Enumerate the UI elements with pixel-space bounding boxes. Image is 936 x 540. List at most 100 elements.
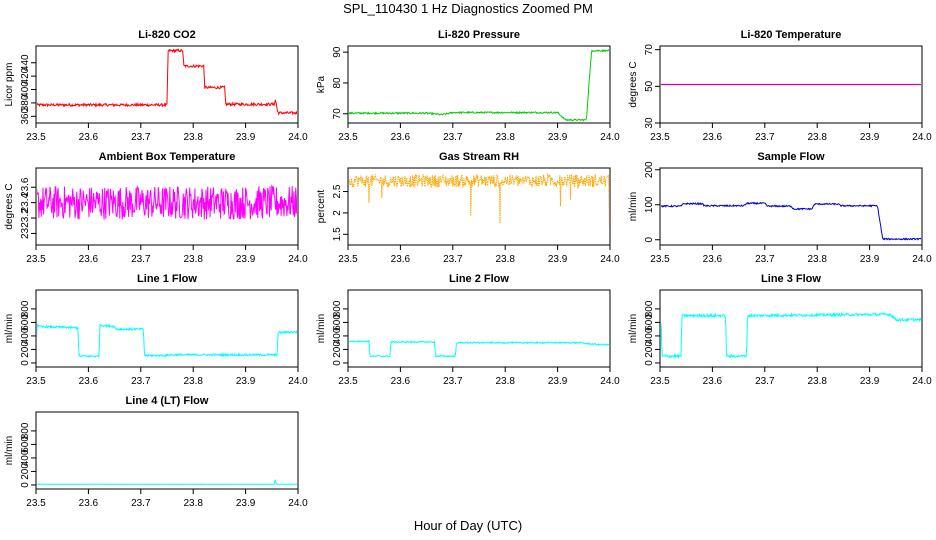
y-tick-label: 23.2 (20, 208, 31, 228)
series-line (37, 184, 297, 220)
y-tick-label: 100 (644, 196, 655, 213)
y-tick-label: 400 (20, 449, 31, 466)
y-axis-label: ml/min (4, 436, 15, 465)
x-tick-label: 23.5 (650, 254, 670, 265)
x-tick-label: 23.9 (236, 132, 256, 143)
x-tick-label: 23.5 (650, 132, 670, 143)
x-tick-label: 23.7 (755, 254, 775, 265)
x-tick-label: 23.8 (183, 498, 203, 509)
y-tick-label: 0 (644, 360, 655, 366)
y-tick-label: 0 (332, 360, 343, 366)
x-tick-label: 23.8 (807, 254, 827, 265)
x-tick-label: 24.0 (912, 376, 932, 387)
y-tick-label: 800 (332, 300, 343, 317)
panel-line2: Line 2 Flow 23.5 23.6 23.7 23.8 23.9 24.0 0 2004… (316, 273, 620, 387)
x-tick-label: 23.5 (26, 254, 46, 265)
y-tick-label: 1.5 (332, 227, 343, 241)
panel-line4: Line 4 (LT) Flow 23.5 23.6 23.7 23.8 23.9 24.0… (4, 395, 308, 509)
y-tick-label: 200 (644, 161, 655, 178)
panel-title: Line 2 Flow (449, 273, 509, 285)
x-tick-label: 23.7 (443, 132, 463, 143)
y-tick-label: 0 (20, 482, 31, 488)
y-axis-label: degrees C (628, 61, 639, 107)
panel-co2: Li-820 CO2 23.5 23.6 23.7 23.8 23.9 24.0 360380… (4, 29, 308, 143)
x-tick-label: 23.5 (338, 132, 358, 143)
y-axis-label: ml/min (316, 314, 327, 343)
y-tick-label: 800 (644, 300, 655, 317)
y-axis-label: ml/min (628, 192, 639, 221)
y-axis-label: ml/min (628, 314, 639, 343)
x-tick-label: 23.7 (131, 132, 151, 143)
x-tick-label: 23.5 (26, 498, 46, 509)
panel-title: Li-820 CO2 (138, 29, 195, 41)
x-tick-label: 23.8 (183, 254, 203, 265)
x-tick-label: 23.6 (703, 376, 723, 387)
x-tick-label: 23.9 (548, 132, 568, 143)
x-tick-label: 23.5 (26, 132, 46, 143)
x-tick-label: 23.5 (26, 376, 46, 387)
y-tick-label: 90 (332, 46, 343, 58)
x-tick-label: 23.6 (79, 132, 99, 143)
x-tick-label: 23.6 (703, 254, 723, 265)
x-tick-label: 23.9 (860, 254, 880, 265)
x-tick-label: 23.7 (755, 376, 775, 387)
x-tick-label: 23.6 (391, 376, 411, 387)
y-tick-label: 30 (644, 117, 655, 129)
panel-title: Line 3 Flow (761, 273, 821, 285)
series-line (349, 339, 609, 358)
x-tick-label: 23.7 (443, 376, 463, 387)
x-tick-label: 23.9 (548, 254, 568, 265)
y-tick-label: 200 (20, 341, 31, 358)
x-axis-common-label: Hour of Day (UTC) (413, 518, 523, 533)
y-tick-label: 600 (20, 314, 31, 331)
y-tick-label: 600 (644, 314, 655, 331)
y-tick-label: 70 (332, 108, 343, 120)
x-tick-label: 24.0 (912, 132, 932, 143)
x-tick-label: 23.5 (338, 376, 358, 387)
y-tick-label: 2 (332, 210, 343, 216)
x-tick-label: 24.0 (288, 498, 308, 509)
panel-title: Li-820 Temperature (741, 29, 842, 41)
y-tick-label: 70 (644, 44, 655, 56)
y-tick-label: 50 (644, 80, 655, 92)
panel-title: Sample Flow (757, 151, 825, 163)
plot-frame (35, 167, 299, 246)
panel-ambient: Ambient Box Temperature 23.5 23.6 23.7 23.8 2… (4, 151, 308, 265)
series-line (349, 172, 609, 229)
y-tick-label: 0 (644, 237, 655, 243)
y-tick-label: 400 (644, 327, 655, 344)
series-line (661, 311, 921, 360)
x-tick-label: 23.9 (860, 132, 880, 143)
y-tick-label: 800 (20, 422, 31, 439)
y-tick-label: 23 (20, 227, 31, 239)
x-tick-label: 24.0 (288, 254, 308, 265)
x-tick-label: 24.0 (600, 132, 620, 143)
series-line (37, 478, 297, 485)
x-tick-label: 23.8 (807, 376, 827, 387)
x-tick-label: 23.8 (495, 376, 515, 387)
y-tick-label: 23.4 (20, 192, 31, 212)
series-line (37, 48, 297, 116)
x-tick-label: 24.0 (600, 376, 620, 387)
x-tick-label: 23.9 (236, 254, 256, 265)
y-axis-label: kPa (316, 75, 327, 93)
y-tick-label: 0 (20, 360, 31, 366)
y-tick-label: 23.6 (20, 177, 31, 197)
y-tick-label: 420 (20, 67, 31, 84)
panel-sample: Sample Flow 23.5 23.6 23.7 23.8 23.9 24.0 0 100 2… (628, 151, 932, 265)
x-tick-label: 24.0 (288, 376, 308, 387)
y-tick-label: 800 (20, 300, 31, 317)
y-tick-label: 200 (332, 341, 343, 358)
y-axis-label: ml/min (4, 314, 15, 343)
x-tick-label: 23.7 (131, 498, 151, 509)
x-tick-label: 23.7 (131, 376, 151, 387)
x-tick-label: 23.6 (79, 254, 99, 265)
plot-frame (347, 45, 611, 124)
x-tick-label: 24.0 (288, 132, 308, 143)
x-tick-label: 23.6 (391, 254, 411, 265)
y-axis-label: degrees C (4, 183, 15, 229)
panel-title: Line 4 (LT) Flow (126, 395, 209, 407)
y-tick-label: 80 (332, 77, 343, 89)
y-tick-label: 360 (20, 108, 31, 125)
y-tick-label: 400 (20, 327, 31, 344)
